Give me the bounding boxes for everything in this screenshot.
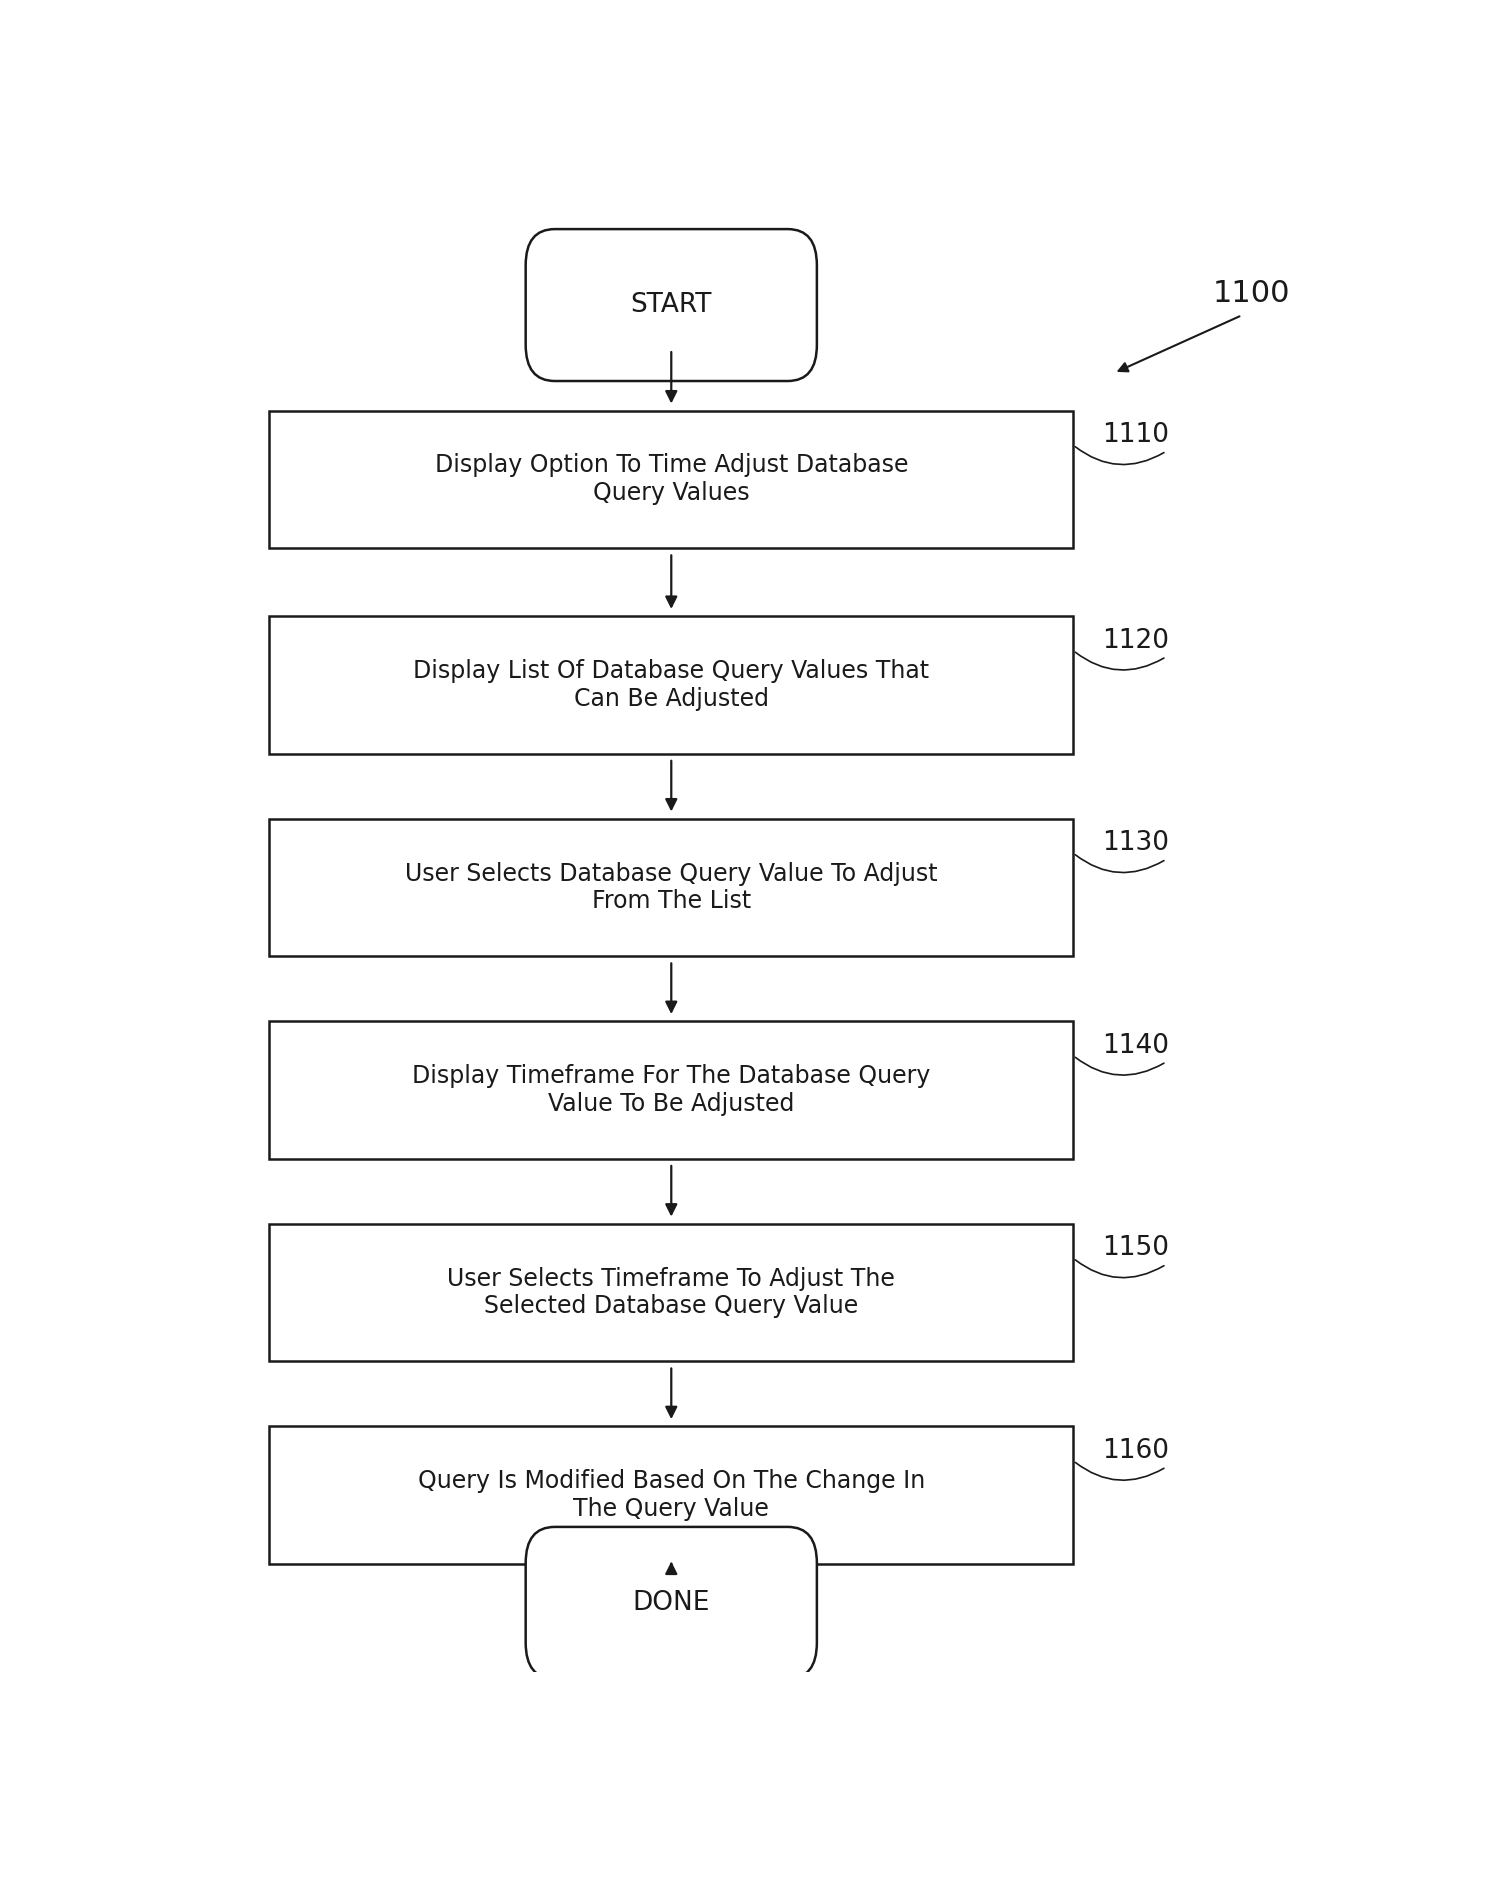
Text: 1110: 1110 bbox=[1102, 423, 1169, 449]
Text: Display Option To Time Adjust Database
Query Values: Display Option To Time Adjust Database Q… bbox=[434, 453, 908, 505]
Text: User Selects Database Query Value To Adjust
From The List: User Selects Database Query Value To Adj… bbox=[404, 861, 938, 913]
Text: Display Timeframe For The Database Query
Value To Be Adjusted: Display Timeframe For The Database Query… bbox=[412, 1064, 930, 1116]
Text: 1120: 1120 bbox=[1102, 628, 1169, 654]
Bar bbox=[269, 819, 1073, 956]
FancyBboxPatch shape bbox=[526, 1528, 818, 1678]
Bar bbox=[269, 1426, 1073, 1563]
Text: 1100: 1100 bbox=[1213, 278, 1291, 308]
Bar bbox=[269, 616, 1073, 753]
Text: 1130: 1130 bbox=[1102, 831, 1169, 857]
FancyBboxPatch shape bbox=[526, 229, 818, 381]
Text: 1140: 1140 bbox=[1102, 1033, 1169, 1058]
Bar bbox=[269, 1022, 1073, 1159]
Text: Query Is Modified Based On The Change In
The Query Value: Query Is Modified Based On The Change In… bbox=[418, 1469, 924, 1520]
Text: 1160: 1160 bbox=[1102, 1437, 1169, 1464]
Text: Display List Of Database Query Values That
Can Be Adjusted: Display List Of Database Query Values Th… bbox=[413, 660, 929, 710]
Text: User Selects Timeframe To Adjust The
Selected Database Query Value: User Selects Timeframe To Adjust The Sel… bbox=[448, 1266, 896, 1319]
Text: 1150: 1150 bbox=[1102, 1235, 1169, 1261]
Bar bbox=[269, 1223, 1073, 1360]
Text: START: START bbox=[631, 291, 712, 318]
Bar bbox=[269, 412, 1073, 549]
Text: DONE: DONE bbox=[633, 1590, 709, 1616]
